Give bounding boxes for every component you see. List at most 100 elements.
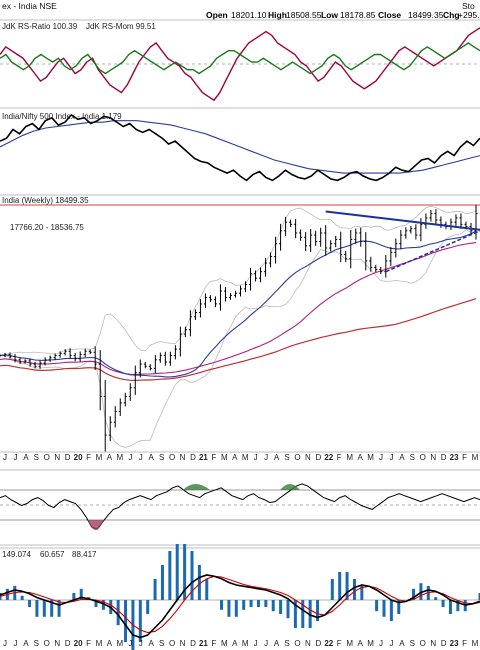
macd-histogram-bar [330, 579, 334, 600]
macd-histogram-bar [242, 600, 246, 610]
x-tick: A [274, 453, 280, 462]
macd-histogram-bar [256, 600, 260, 607]
ohlc-3: 18508.55 [286, 10, 322, 20]
x-tick-bottom: F [211, 639, 216, 648]
macd-histogram-bar [35, 600, 39, 617]
x-tick-bottom: A [149, 639, 155, 648]
x-tick: A [107, 453, 113, 462]
macd-histogram-bar [352, 579, 356, 600]
x-tick-bottom: M [96, 639, 103, 648]
x-tick-bottom: A [107, 639, 113, 648]
macd-histogram-bar [138, 600, 142, 642]
x-tick: 20 [74, 453, 83, 462]
macd-histogram-bar [382, 600, 386, 617]
rs-line [0, 113, 480, 182]
macd-legend-3: 88.417 [72, 550, 97, 559]
price-legend: India (Weekly) 18499.35 [2, 196, 89, 205]
macd-histogram-bar [50, 600, 54, 617]
rrg-mom-line [0, 42, 480, 75]
x-tick: J [128, 453, 132, 462]
x-tick: O [44, 453, 50, 462]
osc-oversold-fill [88, 520, 104, 530]
x-tick: F [462, 453, 467, 462]
x-tick-bottom: F [337, 639, 342, 648]
macd-histogram-bar [271, 600, 275, 612]
macd-histogram-bar [94, 600, 98, 607]
x-tick-bottom: J [264, 639, 268, 648]
rrg-mom-legend: JdK RS-Mom 99.51 [86, 22, 156, 31]
macd-histogram-bar [205, 579, 209, 600]
macd-histogram-bar [448, 600, 452, 614]
x-tick: F [211, 453, 216, 462]
macd-histogram-bar [42, 600, 46, 617]
x-tick-bottom: D [441, 639, 447, 648]
x-tick-bottom: N [430, 639, 436, 648]
macd-histogram-bar [419, 583, 423, 600]
macd-line [0, 574, 480, 639]
x-tick-bottom: O [420, 639, 426, 648]
bollinger-upper [0, 205, 477, 356]
x-tick: S [284, 453, 289, 462]
macd-histogram-bar [153, 579, 157, 600]
macd-histogram-bar [160, 565, 164, 600]
rs-ma-line [0, 120, 480, 174]
x-tick: J [389, 453, 393, 462]
x-tick: N [54, 453, 60, 462]
x-tick-bottom: M [472, 639, 479, 648]
macd-histogram-bar [434, 597, 438, 600]
macd-histogram-bar [72, 593, 76, 600]
ohlc-9: +295. [458, 10, 480, 20]
x-tick-bottom: A [357, 639, 363, 648]
x-tick: N [430, 453, 436, 462]
x-tick: N [180, 453, 186, 462]
x-tick-bottom: J [254, 639, 258, 648]
x-tick-bottom: M [346, 639, 353, 648]
osc-line [0, 483, 480, 530]
x-tick: 22 [324, 453, 333, 462]
macd-legend-1: 149.074 [2, 550, 31, 559]
x-tick-bottom: S [159, 639, 164, 648]
macd-histogram-bar [234, 600, 238, 617]
x-tick: A [149, 453, 155, 462]
x-tick: J [264, 453, 268, 462]
x-tick: 21 [199, 453, 208, 462]
x-tick-bottom: D [315, 639, 321, 648]
x-tick: A [232, 453, 238, 462]
macd-histogram-bar [316, 600, 320, 621]
corner-label: Sto [462, 1, 475, 11]
x-tick: S [34, 453, 39, 462]
x-tick-bottom: J [3, 639, 7, 648]
x-tick: F [337, 453, 342, 462]
macd-histogram-bar [375, 600, 379, 612]
x-tick-bottom: 20 [74, 639, 83, 648]
macd-legend-2: 60.657 [40, 550, 65, 559]
macd-histogram-bar [345, 572, 349, 600]
x-tick-bottom: F [86, 639, 91, 648]
macd-histogram-bar [412, 588, 416, 600]
x-tick: M [346, 453, 353, 462]
macd-signal-line [0, 575, 480, 634]
x-tick-bottom: F [462, 639, 467, 648]
x-tick: J [254, 453, 258, 462]
rs-legend: India/Nifty 500 Index - India 1.179 [2, 112, 122, 121]
macd-histogram-bar [279, 600, 283, 614]
macd-histogram-bar [28, 600, 32, 607]
x-tick-bottom: M [367, 639, 374, 648]
x-tick-bottom: J [139, 639, 143, 648]
ma-blue [0, 230, 477, 378]
x-tick-bottom: A [274, 639, 280, 648]
macd-histogram-bar [264, 600, 268, 607]
x-tick: D [190, 453, 196, 462]
trendline-lower [385, 230, 480, 273]
chart-title: ex - India NSE [2, 1, 57, 11]
x-tick-bottom: 23 [450, 639, 459, 648]
macd-histogram-bar [478, 593, 480, 600]
bollinger-lower [0, 229, 477, 448]
macd-histogram-bar [286, 600, 290, 619]
x-tick-bottom: 21 [199, 639, 208, 648]
x-tick: D [65, 453, 71, 462]
x-tick-bottom: J [379, 639, 383, 648]
x-tick-bottom: M [242, 639, 249, 648]
x-tick-bottom: M [117, 639, 124, 648]
